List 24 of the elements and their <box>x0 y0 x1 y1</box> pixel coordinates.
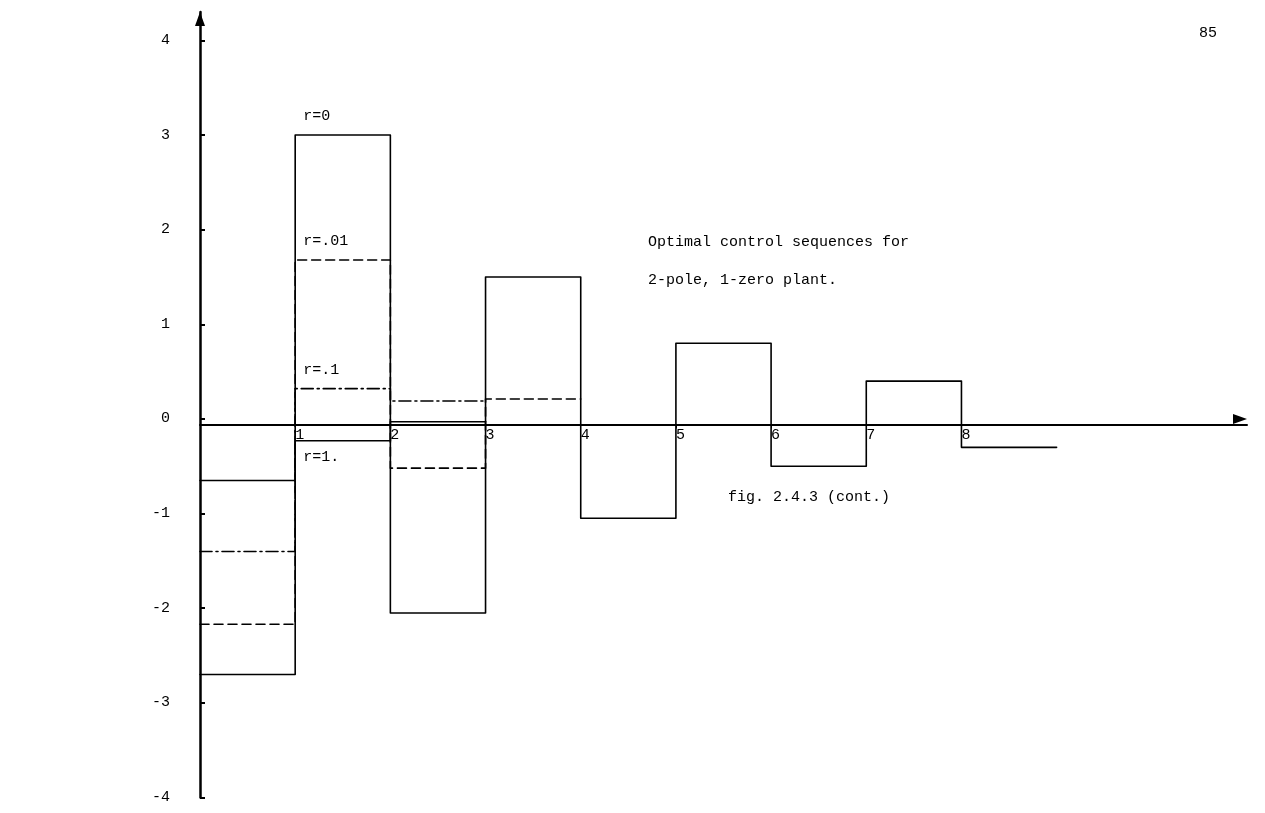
x-tick-label: 8 <box>961 427 971 445</box>
x-tick-label: 1 <box>295 427 305 445</box>
y-tick-label: -2 <box>151 599 170 617</box>
series-label: r=1. <box>303 448 340 466</box>
x-tick-label: 2 <box>390 427 400 445</box>
x-tick-label: 4 <box>580 427 590 445</box>
series-label: r=0 <box>303 108 331 126</box>
annotation: fig. 2.4.3 (cont.) <box>728 488 891 506</box>
x-tick-label: 5 <box>675 427 685 445</box>
y-tick-label: 1 <box>160 315 170 333</box>
y-tick-label: -4 <box>151 789 170 806</box>
y-tick-label: -3 <box>151 694 170 712</box>
y-tick-label: 3 <box>160 126 170 144</box>
annotation: 85 <box>1199 24 1218 42</box>
series-label: r=.1 <box>303 361 340 379</box>
y-tick-label: -1 <box>151 505 170 523</box>
y-tick-label: 4 <box>160 31 170 49</box>
x-tick-label: 6 <box>771 427 781 445</box>
y-tick-label: 2 <box>160 221 170 239</box>
y-tick-label: 0 <box>160 410 170 428</box>
text: Optimal control sequences for 2-pole, 1-zero plant. <box>648 233 910 289</box>
x-tick-label: 7 <box>866 427 876 445</box>
series-label: r=.01 <box>303 232 349 250</box>
x-tick-label: 3 <box>485 427 495 445</box>
